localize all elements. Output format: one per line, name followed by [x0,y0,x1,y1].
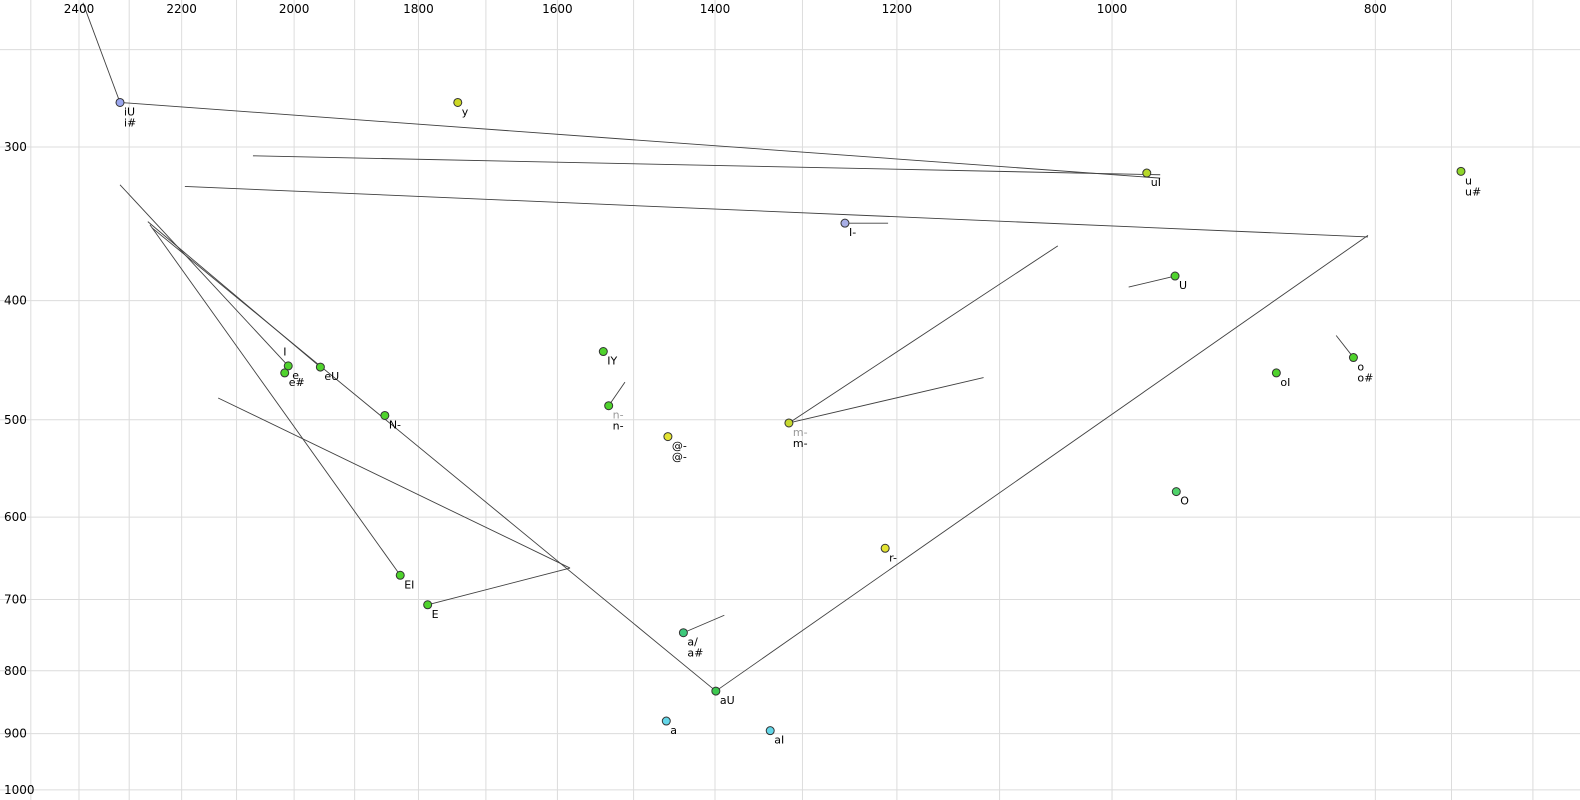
trajectory-line [1128,275,1176,288]
vowel-point-IY [598,347,608,357]
vowel-label-IY: IY [607,355,617,368]
trajectory-line [427,567,571,606]
x-axis-tick-label: 2000 [279,2,310,16]
vowel-label-iU: iU [124,105,135,118]
annotation-label: I [283,346,286,359]
vowel-label-O: O [1180,495,1189,508]
trajectory-line [788,377,984,424]
trajectory-line [715,235,1369,692]
y-axis-tick-label: 700 [4,592,27,606]
vowel-label-N-: N- [389,418,401,431]
vowel-label-m-: m- [793,426,808,439]
vowel-point-o [1348,353,1358,363]
vowel-point-U [1170,271,1180,281]
vowel-point-EI [395,570,405,580]
vowel-label-ehash: e# [289,376,305,389]
vowel-label-e: e [292,369,299,382]
vowel-label-y: y [462,105,469,118]
vowel-label-EI: EI [404,578,414,591]
y-axis-tick-label: 800 [4,664,27,678]
vowel-label-E: E [432,608,439,621]
y-axis-tick-label: 900 [4,727,27,741]
vowel-point-aU [711,686,721,696]
vowel-point-e [283,361,293,371]
x-axis-tick-label: 1400 [700,2,731,16]
vowel-label-I-: I- [849,226,856,239]
x-axis-tick-label: 800 [1364,2,1387,16]
vowel-label-o: o# [1357,372,1373,385]
vowel-label-m-: m- [793,437,808,450]
trajectory-line [119,102,1161,179]
y-axis-tick-label: 400 [4,294,27,308]
trajectory-line [149,224,401,576]
vowel-point-m- [784,418,794,428]
vowel-point-u [1456,166,1466,176]
x-axis-tick-label: 1000 [1097,2,1128,16]
vowel-label-eU: eU [324,370,339,383]
vowel-point-r- [880,543,890,553]
trajectory-line [82,2,121,103]
vowel-point-oI [1271,368,1281,378]
vowel-label-aI: aI [774,734,784,747]
vowel-point-uI [1142,168,1152,178]
vowel-point-iU [115,97,125,107]
vowel-label-u: u# [1465,185,1481,198]
trajectory-line [119,184,289,367]
vowel-label-aU: aU [720,694,735,707]
vowel-label-iU: i# [124,116,136,129]
vowel-label-at-: @- [672,451,687,464]
x-axis-tick-label: 1600 [542,2,573,16]
vowel-label-aslash: a/ [687,636,698,649]
vowel-point-at- [663,432,673,442]
vowel-point-ehash [280,368,290,378]
vowel-label-n-: n- [613,409,624,422]
trajectory-line [608,381,626,406]
vowel-label-a: a [670,724,677,737]
x-axis-tick-label: 1800 [403,2,434,16]
vowel-label-aslash: a# [687,647,703,660]
vowel-label-n-: n- [613,420,624,433]
vowel-label-oI: oI [1280,376,1290,389]
trajectory-line [217,397,571,569]
x-axis-tick-label: 1200 [882,2,913,16]
vowel-label-u: u [1465,174,1472,187]
vowel-point-aslash [678,628,688,638]
vowel-label-U: U [1179,279,1187,292]
x-axis-tick-label: 2200 [166,2,197,16]
vowel-label-r-: r- [889,551,897,564]
y-axis-tick-label: 600 [4,510,27,524]
trajectory-line [683,614,725,634]
trajectory-line [151,227,717,692]
vowel-point-a [661,716,671,726]
vowel-point-aI [765,726,775,736]
trajectory-line [252,155,1161,176]
vowel-point-N- [380,410,390,420]
y-axis-tick-label: 1000 [4,783,35,797]
vowel-label-at-: @- [672,440,687,453]
vowel-label-o: o [1357,361,1364,374]
x-axis-tick-label: 2400 [64,2,95,16]
vowel-point-y [453,97,463,107]
y-axis-tick-label: 500 [4,413,27,427]
vowel-point-E [423,600,433,610]
y-axis-tick-label: 300 [4,140,27,154]
trajectory-line [1335,335,1354,358]
vowel-point-eU [315,362,325,372]
vowel-label-uI: uI [1151,176,1161,189]
vowel-point-n- [604,401,614,411]
trajectory-line [184,185,1369,238]
trajectory-line [788,245,1059,424]
vowel-point-O [1171,487,1181,497]
vowel-point-I- [840,218,850,228]
